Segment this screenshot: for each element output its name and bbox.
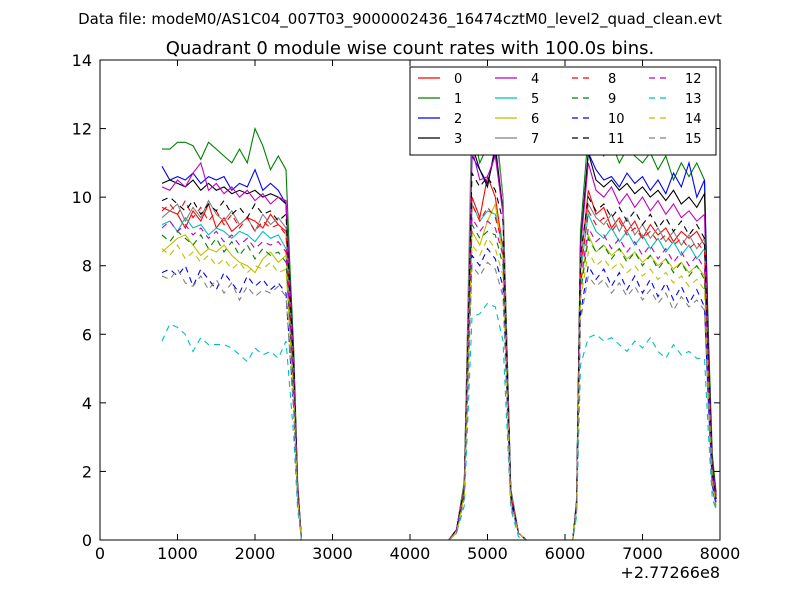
series-15-line (161, 261, 717, 541)
y-tick-label: 8 (82, 257, 92, 276)
legend-label-1: 1 (454, 92, 462, 107)
figure-suptitle: Data file: modeM0/AS1C04_007T03_90000024… (78, 10, 722, 29)
y-tick-label: 0 (82, 531, 92, 550)
legend-label-6: 6 (531, 112, 539, 127)
legend-label-0: 0 (454, 72, 462, 87)
series-5-line (161, 203, 717, 541)
legend-label-5: 5 (531, 92, 539, 107)
x-tick-label: 6000 (545, 544, 586, 563)
x-tick-label: 8000 (700, 544, 741, 563)
legend-label-10: 10 (608, 112, 625, 127)
chart-title: Quadrant 0 module wise count rates with … (166, 38, 655, 59)
legend-label-13: 13 (685, 92, 702, 107)
x-tick-label: 2000 (235, 544, 276, 563)
x-axis: 0 1000 2000 3000 4000 5000 6000 7000 8000 (95, 60, 740, 563)
legend-label-11: 11 (608, 132, 625, 147)
series-8-line (161, 199, 717, 541)
series-lines (161, 100, 717, 541)
legend-label-3: 3 (454, 132, 462, 147)
y-tick-label: 14 (72, 51, 92, 70)
series-0-line (161, 174, 717, 541)
series-11-line (161, 171, 717, 541)
x-tick-label: 1000 (157, 544, 198, 563)
legend-box (409, 66, 717, 156)
series-13-line (161, 302, 717, 541)
legend-label-7: 7 (531, 132, 539, 147)
x-tick-label: 3000 (312, 544, 353, 563)
series-9-line (161, 222, 717, 541)
y-tick-label: 10 (72, 188, 92, 207)
y-tick-label: 4 (82, 394, 92, 413)
series-4-line (161, 148, 717, 541)
series-2-line (161, 150, 717, 541)
x-tick-label: 5000 (467, 544, 508, 563)
y-tick-label: 12 (72, 120, 92, 139)
legend-label-9: 9 (608, 92, 616, 107)
y-tick-label: 2 (82, 462, 92, 481)
series-10-line (161, 247, 717, 541)
legend-label-8: 8 (608, 72, 616, 87)
series-12-line (161, 215, 717, 541)
x-tick-label: 7000 (622, 544, 663, 563)
legend-label-4: 4 (531, 72, 539, 87)
series-14-line (161, 237, 717, 541)
legend-label-14: 14 (685, 112, 702, 127)
y-tick-label: 6 (82, 325, 92, 344)
legend-label-15: 15 (685, 132, 702, 147)
x-tick-label: 4000 (390, 544, 431, 563)
legend-label-12: 12 (685, 72, 702, 87)
series-6-line (161, 202, 717, 541)
x-tick-label: 0 (95, 544, 105, 563)
x-offset-label: +2.77266e8 (620, 563, 720, 582)
series-3-line (161, 145, 717, 541)
series-7-line (161, 100, 717, 541)
legend-label-2: 2 (454, 112, 462, 127)
